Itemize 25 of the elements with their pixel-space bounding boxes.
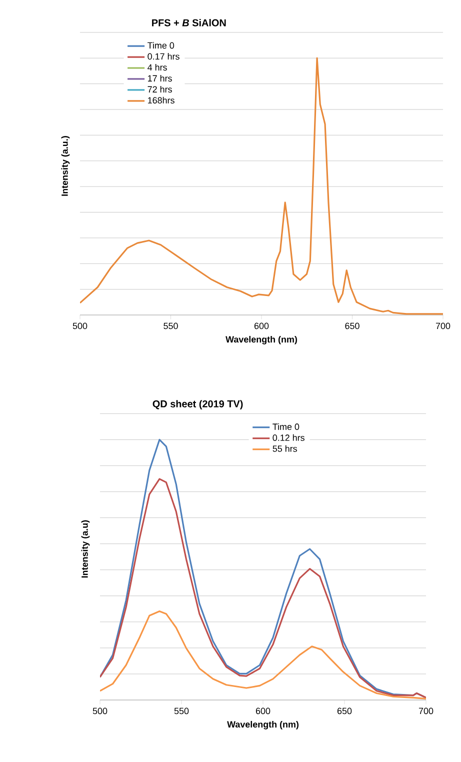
x-tick-label: 600 bbox=[254, 322, 269, 330]
chart-title: PFS + B SiAlON bbox=[152, 19, 226, 26]
x-tick-label: 550 bbox=[164, 322, 178, 330]
chart-title: QD sheet (2019 TV) bbox=[152, 400, 243, 410]
x-axis-title: Wavelength (nm) bbox=[227, 720, 299, 730]
x-tick-label: 600 bbox=[256, 708, 270, 714]
legend-label: 17 hrs bbox=[148, 74, 172, 82]
x-tick-label: 550 bbox=[174, 708, 189, 714]
legend-label: 55 hrs bbox=[272, 445, 297, 452]
x-tick-label: 700 bbox=[418, 708, 434, 714]
y-axis-title: Intensity (a.u) bbox=[81, 520, 90, 578]
legend-label: 0.12 hrs bbox=[272, 434, 304, 441]
legend-label: 4 hrs bbox=[148, 64, 167, 71]
x-tick-label: 700 bbox=[436, 322, 450, 330]
x-tick-label: 650 bbox=[345, 322, 360, 330]
x-axis-title: Wavelength (nm) bbox=[226, 336, 298, 344]
legend-label: 72 hrs bbox=[148, 86, 172, 93]
x-tick-label: 650 bbox=[337, 708, 352, 714]
legend-label: Time 0 bbox=[148, 42, 174, 49]
legend-label: Time 0 bbox=[272, 423, 300, 430]
x-tick-label: 500 bbox=[72, 322, 88, 330]
legend-label: 0.17 hrs bbox=[148, 53, 180, 60]
x-tick-label: 500 bbox=[92, 708, 108, 714]
y-axis-title: Intensity (a.u.) bbox=[61, 136, 70, 196]
legend-label: 168hrs bbox=[148, 96, 174, 104]
